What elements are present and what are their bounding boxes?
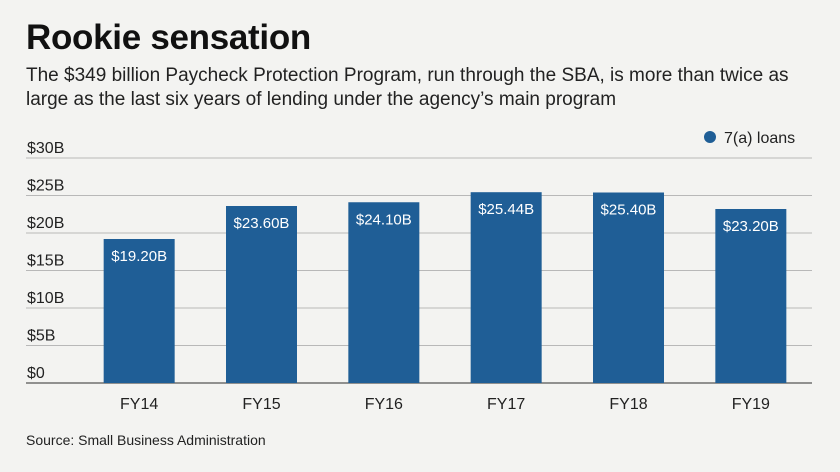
y-tick-label: $15B: [27, 253, 64, 270]
chart-subtitle: The $349 billion Paycheck Protection Pro…: [26, 65, 789, 110]
data-label: $25.40B: [601, 202, 657, 219]
x-axis-ticks: FY14 FY15 FY16 FY17 FY18 FY19: [120, 396, 770, 413]
legend-marker: [704, 131, 716, 143]
bar-fy16: [348, 202, 420, 383]
x-tick-label: FY15: [242, 396, 280, 413]
chart-title: Rookie sensation: [26, 18, 311, 57]
x-tick-label: FY19: [732, 396, 770, 413]
bar-fy18: [593, 192, 664, 383]
legend: 7(a) loans: [704, 130, 795, 147]
y-tick-label: $5B: [27, 328, 55, 345]
y-tick-label: $25B: [27, 178, 64, 195]
bars: [103, 192, 787, 383]
y-tick-label: $20B: [27, 215, 64, 232]
y-tick-label: $0: [27, 365, 45, 382]
data-label: $24.10B: [356, 211, 412, 228]
data-label: $19.20B: [111, 248, 167, 265]
y-axis-ticks: $0 $5B $10B $15B $20B $25B $30B: [27, 140, 64, 382]
data-label: $23.60B: [234, 215, 290, 232]
x-tick-label: FY18: [609, 396, 647, 413]
x-tick-label: FY14: [120, 396, 158, 413]
data-labels: $19.20B $23.60B $24.10B $25.44B $25.40B $23.2…: [111, 201, 779, 265]
bar-fy15: [226, 206, 297, 383]
y-tick-label: $10B: [27, 290, 64, 307]
data-label: $25.44B: [478, 201, 534, 218]
y-tick-label: $30B: [27, 140, 64, 157]
data-label: $23.20B: [723, 218, 779, 235]
source-note: Source: Small Business Administration: [26, 432, 266, 448]
bar-fy17: [470, 192, 542, 383]
x-tick-label: FY16: [365, 396, 403, 413]
bar-fy14: [103, 239, 175, 383]
bar-fy19: [715, 209, 787, 383]
legend-label: 7(a) loans: [724, 130, 795, 147]
x-tick-label: FY17: [487, 396, 525, 413]
